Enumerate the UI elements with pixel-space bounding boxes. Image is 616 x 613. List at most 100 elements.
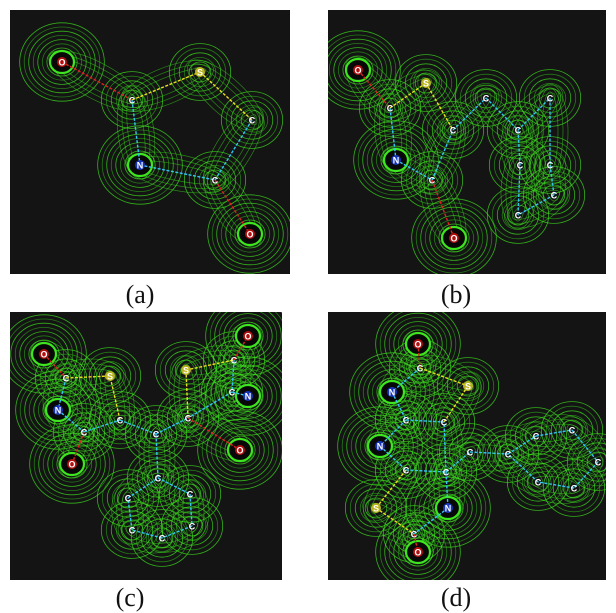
density-contour-plot-b: O S C C C C C N C C C C C O xyxy=(328,30,586,274)
atom-label-n: N xyxy=(245,392,252,402)
bond-line xyxy=(157,477,191,495)
bond-density-contour xyxy=(500,115,538,180)
bond-density-contour xyxy=(121,519,173,549)
bond-density-contour xyxy=(151,472,197,500)
bond-density-contour xyxy=(536,87,564,176)
bond-density-contour xyxy=(114,464,172,512)
density-contour xyxy=(328,30,401,110)
density-contour xyxy=(344,479,408,537)
density-contour xyxy=(135,513,189,563)
density-contour xyxy=(115,85,149,116)
bond-density-contour xyxy=(505,154,533,226)
bond-density-contour xyxy=(122,64,210,108)
bond-density-contour xyxy=(510,123,528,172)
density-contour xyxy=(456,375,480,397)
bond-line xyxy=(395,159,433,181)
atom-label-n: N xyxy=(393,156,400,166)
density-contour xyxy=(557,472,591,503)
bond-density-contour xyxy=(182,487,200,533)
bond-density-contour xyxy=(104,369,126,427)
density-contour xyxy=(486,186,550,244)
atom-label-c: C xyxy=(443,468,450,478)
density-contour xyxy=(506,453,570,511)
density-contour xyxy=(163,469,217,519)
bond-density-contour xyxy=(476,88,528,140)
density-contour-plot-a: O S C C N C O xyxy=(19,22,290,274)
bond-line xyxy=(65,375,111,379)
bond-density-contour xyxy=(560,448,606,502)
bond-line xyxy=(71,431,85,465)
density-contour xyxy=(220,91,284,149)
bond-density-contour xyxy=(125,524,169,544)
density-contour xyxy=(359,492,393,523)
panel-b: O S C C C C C N C C C C C O xyxy=(328,10,606,274)
density-contour xyxy=(214,312,282,368)
density-contour xyxy=(131,453,185,503)
bond-density-contour xyxy=(51,358,125,396)
bond-density-contour xyxy=(417,73,462,140)
atom-label-s: S xyxy=(373,504,379,514)
bond-density-contour xyxy=(125,151,230,194)
atom-label-c: C xyxy=(129,96,136,106)
density-contour xyxy=(159,345,213,395)
density-contour xyxy=(328,43,388,98)
bond-line xyxy=(573,461,599,489)
density-contour xyxy=(106,133,174,197)
bond-density-contour xyxy=(455,434,523,472)
atom-label-c: C xyxy=(155,474,162,484)
bond-density-contour xyxy=(202,166,263,248)
atom-label-c: C xyxy=(189,522,196,532)
bond-density-contour xyxy=(397,519,435,567)
bond-line xyxy=(139,164,216,181)
density-contour xyxy=(469,83,503,114)
density-contour xyxy=(397,325,439,363)
bond-line xyxy=(187,391,233,419)
density-contour xyxy=(427,489,469,527)
atom-marker xyxy=(353,65,363,75)
caption-c: (c) xyxy=(115,583,145,612)
density-contour xyxy=(33,428,111,500)
atom-label-s: S xyxy=(197,68,203,78)
density-contour xyxy=(218,369,278,424)
bond-line xyxy=(375,469,407,509)
bond-line xyxy=(131,99,141,166)
bond-density-contour xyxy=(438,380,474,428)
bond-line xyxy=(379,445,407,471)
atom-label-o: O xyxy=(246,230,253,240)
bond-density-contour xyxy=(419,116,466,194)
density-contour xyxy=(173,47,227,97)
atom-label-n: N xyxy=(389,388,396,398)
bond-density-contour xyxy=(531,83,569,180)
bond-density-contour xyxy=(155,520,199,544)
density-contour xyxy=(203,169,227,191)
bond-density-contour xyxy=(512,189,560,221)
bond-density-contour xyxy=(177,483,205,537)
bond-density-contour xyxy=(174,405,254,463)
bond-density-contour xyxy=(531,475,581,495)
bond-density-contour xyxy=(147,511,207,553)
bond-line xyxy=(517,129,521,166)
atom-label-c: C xyxy=(231,356,238,366)
bond-line xyxy=(189,493,193,527)
bond-density-contour xyxy=(512,92,556,136)
atom-label-c: C xyxy=(515,211,522,221)
bond-line xyxy=(57,377,67,411)
bond-density-contour xyxy=(541,91,559,172)
bond-line xyxy=(419,367,469,387)
atom-marker xyxy=(387,387,397,397)
bond-density-contour xyxy=(69,405,135,447)
bond-line xyxy=(231,359,235,393)
bond-line xyxy=(405,469,447,473)
density-contour xyxy=(420,206,488,270)
atom-label-c: C xyxy=(505,450,512,460)
atom-label-c: C xyxy=(63,374,70,384)
bond-line xyxy=(214,119,253,181)
bond-line xyxy=(517,164,521,216)
bond-line xyxy=(507,453,539,483)
bond-line xyxy=(379,419,407,447)
bond-density-contour xyxy=(430,372,482,436)
atom-marker xyxy=(391,155,401,165)
bond-density-contour xyxy=(376,69,440,122)
atom-label-c: C xyxy=(153,430,160,440)
